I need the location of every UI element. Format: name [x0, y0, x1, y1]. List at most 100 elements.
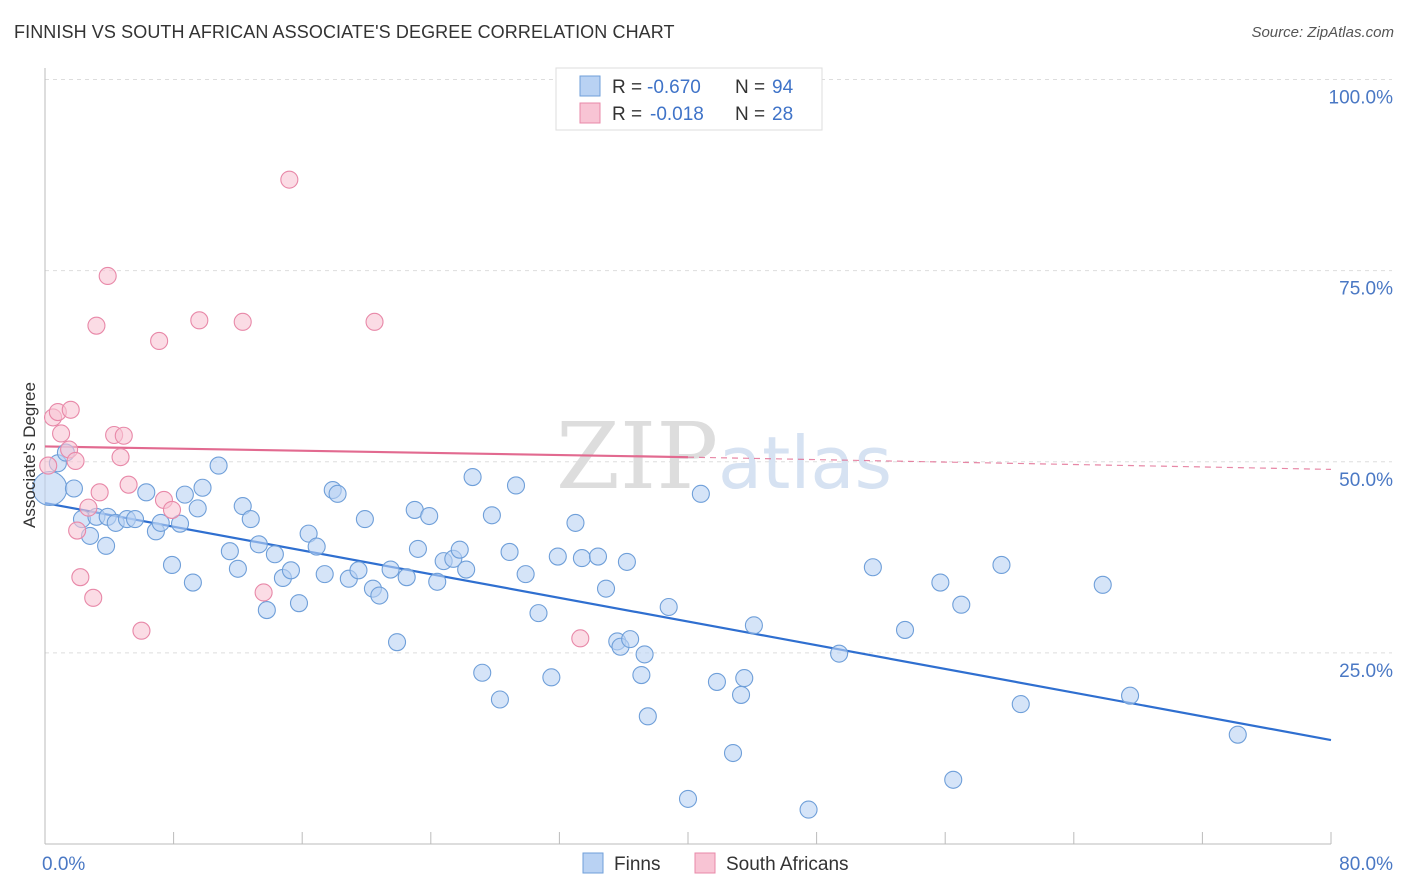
point-finns-44: [397, 568, 416, 587]
point-finns-51: [450, 540, 469, 559]
point-finns-85: [931, 573, 950, 592]
point-finns-36: [328, 484, 347, 503]
point-finns-32: [299, 524, 318, 543]
point-finns-90: [1093, 575, 1112, 594]
point-finns-56: [490, 690, 509, 709]
x-tick-label-1: 80.0%: [1339, 854, 1393, 875]
point-sa-0: [39, 456, 58, 475]
point-sa-12: [90, 483, 109, 502]
legend-n-value-sa: 28: [772, 104, 793, 125]
y-tick-label-0: 25.0%: [1339, 661, 1393, 682]
point-finns-19: [188, 499, 207, 518]
point-finns-23: [228, 559, 247, 578]
point-finns-65: [588, 547, 608, 566]
point-finns-47: [420, 506, 439, 526]
point-finns-16: [170, 514, 190, 533]
point-finns-70: [621, 630, 640, 649]
point-finns-71: [632, 665, 651, 685]
point-finns-66: [596, 579, 616, 598]
point-sa-18: [132, 621, 151, 640]
point-sa-24: [254, 583, 273, 602]
point-finns-41: [370, 586, 389, 605]
point-finns-58: [506, 476, 526, 495]
point-finns-20: [193, 478, 212, 497]
point-sa-8: [71, 568, 90, 587]
point-finns-60: [529, 604, 548, 623]
point-finns-63: [566, 513, 585, 532]
point-finns-55: [482, 506, 501, 525]
point-finns-48: [428, 572, 447, 591]
point-finns-80: [735, 669, 754, 688]
points-layer: [32, 170, 1247, 819]
legend-r-value-finns: -0.670: [647, 77, 701, 98]
point-finns-75: [678, 789, 698, 808]
point-finns-43: [387, 633, 407, 652]
grid-layer: [45, 79, 1392, 654]
point-sa-27: [571, 629, 590, 648]
point-finns-77: [707, 672, 726, 691]
trendline-finns: [44, 501, 1332, 742]
point-finns-31: [289, 594, 309, 613]
axis-layer: [44, 68, 1332, 845]
point-finns-64: [572, 549, 591, 568]
point-sa-15: [111, 448, 130, 467]
point-finns-14: [151, 513, 170, 532]
point-finns-33: [307, 537, 326, 556]
trendline-sa: [44, 445, 689, 459]
point-finns-30: [281, 561, 300, 580]
chart-title: FINNISH VS SOUTH AFRICAN ASSOCIATE'S DEG…: [14, 22, 675, 42]
point-finns-3: [64, 479, 83, 498]
bottom-legend-swatch-sa: [694, 852, 716, 874]
legend-r-label-sa: R =: [612, 104, 642, 125]
point-sa-16: [114, 426, 133, 445]
legend-n-label-finns: N =: [735, 77, 765, 98]
point-finns-82: [830, 644, 849, 663]
point-finns-92: [1228, 725, 1247, 744]
point-finns-61: [542, 668, 561, 687]
point-sa-19: [150, 331, 169, 351]
point-finns-84: [895, 620, 915, 639]
point-sa-26: [365, 312, 384, 331]
point-sa-21: [162, 500, 182, 519]
legend-swatch-finns: [579, 75, 601, 97]
point-finns-24: [233, 497, 252, 516]
point-sa-5: [61, 400, 80, 419]
y-tick-label-3: 100.0%: [1329, 88, 1394, 109]
point-finns-26: [249, 535, 268, 554]
watermark-atlas: atlas: [718, 421, 892, 505]
point-sa-13: [98, 266, 117, 286]
bottom-legend: Finns South Africans: [582, 852, 849, 875]
y-axis-title: Associate's Degree: [20, 382, 39, 528]
point-finns-73: [638, 707, 657, 726]
point-finns-12: [137, 483, 156, 502]
point-finns-81: [744, 616, 763, 635]
point-finns-7: [97, 536, 116, 555]
bottom-legend-swatch-finns: [582, 852, 604, 874]
point-sa-23: [233, 312, 252, 331]
legend-r-label-finns: R =: [612, 77, 642, 98]
point-finns-83: [863, 558, 882, 577]
point-finns-59: [516, 565, 535, 584]
source-label: Source: ZipAtlas.com: [1251, 24, 1394, 41]
point-sa-11: [87, 316, 106, 335]
point-finns-25: [241, 510, 260, 529]
legend-n-value-finns: 94: [772, 77, 794, 98]
point-finns-39: [355, 510, 374, 529]
point-finns-38: [349, 561, 368, 580]
point-finns-57: [500, 542, 519, 562]
point-finns-54: [473, 663, 492, 682]
point-sa-17: [119, 475, 138, 494]
point-finns-79: [731, 685, 751, 704]
point-finns-21: [209, 456, 228, 475]
legend-r-value-sa: -0.018: [650, 104, 704, 125]
trendline-sa-extension: [687, 456, 1332, 470]
point-finns-52: [457, 560, 476, 579]
point-sa-6: [66, 451, 85, 471]
point-finns-27: [257, 601, 276, 620]
top-legend: R = -0.670 N = 94 R = -0.018 N = 28: [555, 67, 823, 131]
bottom-legend-label-finns: Finns: [614, 854, 660, 875]
point-finns-42: [381, 560, 400, 579]
point-finns-11: [125, 510, 145, 529]
point-finns-93: [799, 800, 818, 819]
point-finns-18: [183, 573, 202, 592]
